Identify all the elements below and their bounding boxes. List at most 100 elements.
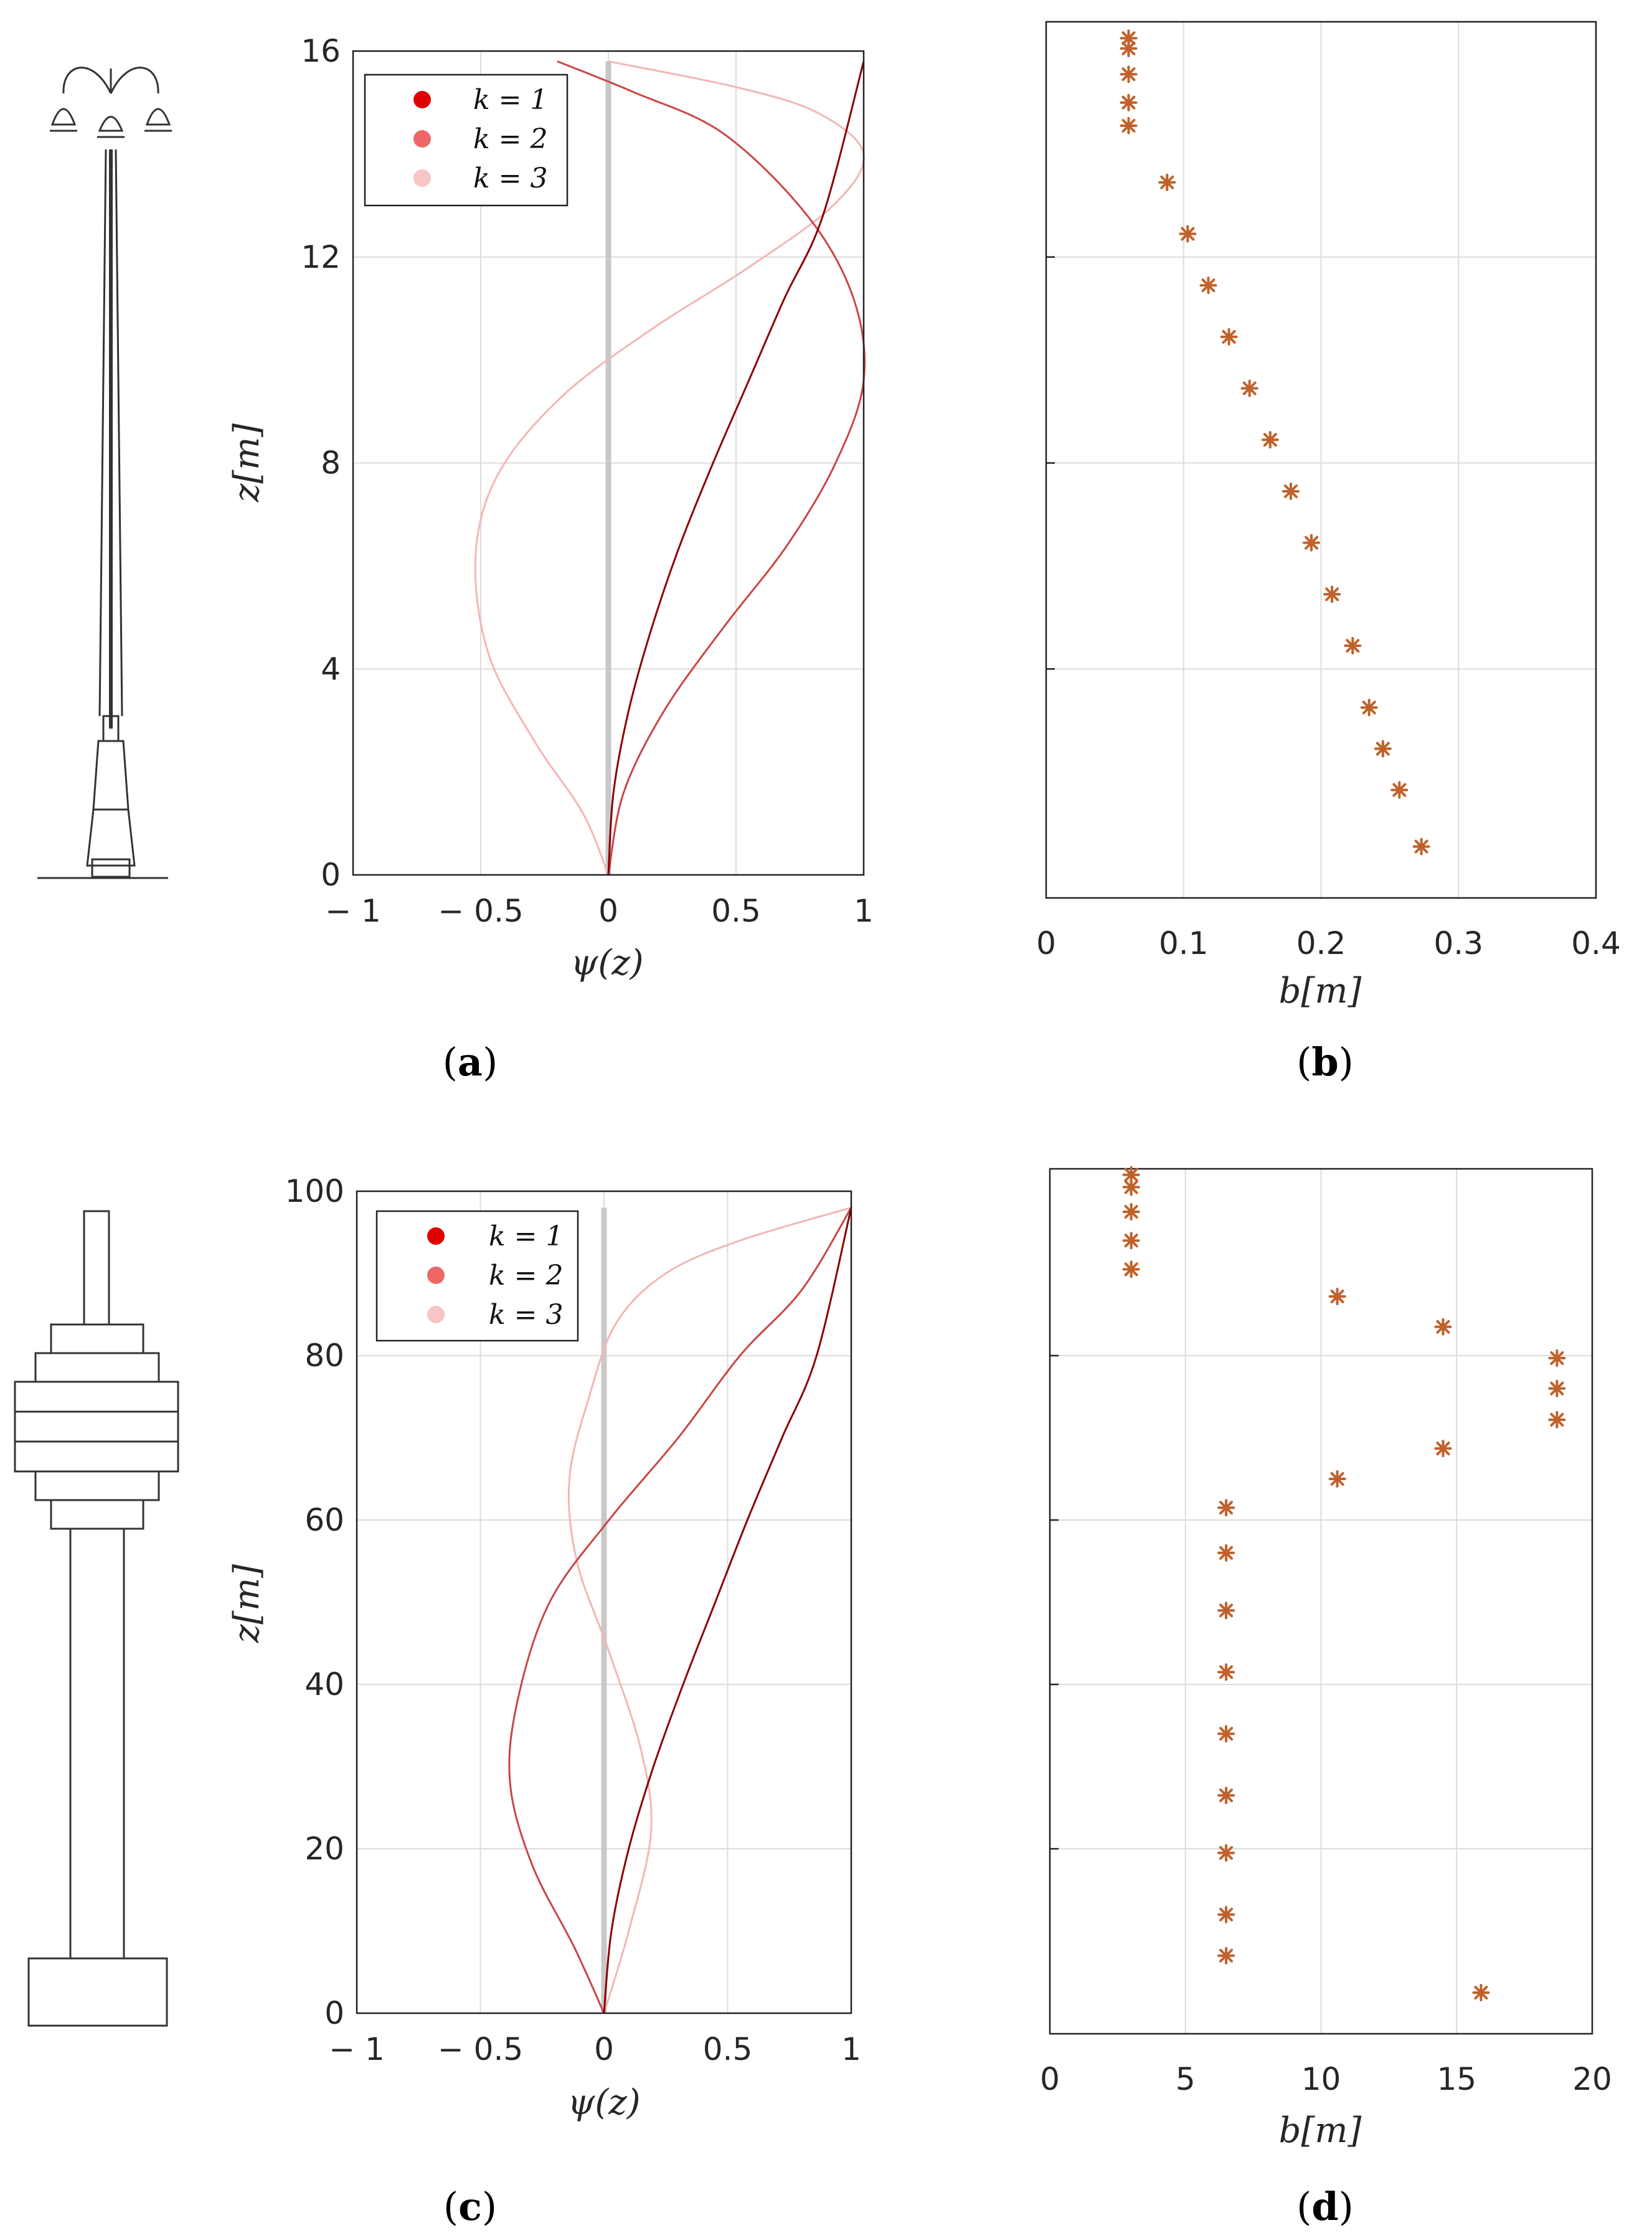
- panel-d-marker-stroke: [1124, 1168, 1138, 1182]
- panel-d-markers: [1122, 1166, 1566, 2001]
- panel-d-marker: [1217, 1602, 1235, 1620]
- panel-label-c-letter: c: [458, 2184, 482, 2229]
- panel-b-xtick-label: 0.4: [1571, 925, 1621, 961]
- panel-c-legend-marker-1: [427, 1227, 445, 1245]
- tv-tower-drawing: [14, 1210, 179, 2027]
- panel-d-marker-stroke: [1474, 1986, 1488, 2000]
- panel-d-marker-stroke: [1219, 1907, 1234, 1922]
- panel-b-marker-stroke: [1121, 118, 1136, 133]
- panel-label-b: (b): [1296, 1039, 1354, 1085]
- panel-d-marker: [1548, 1410, 1566, 1428]
- panel-b-marker-stroke: [1181, 227, 1195, 241]
- panel-a-xtick-label: − 0.5: [438, 893, 523, 929]
- panel-d-marker-stroke: [1550, 1351, 1564, 1365]
- panel-d-frame: [1049, 1168, 1593, 2035]
- panel-b-xlabel: b[m]: [1279, 971, 1362, 1011]
- panel-b-marker-stroke: [1376, 742, 1390, 756]
- panel-a-xtick-label: 1: [854, 893, 874, 929]
- panel-a-ylabel: z[m]: [227, 423, 267, 503]
- panel-b-marker-stroke: [1392, 783, 1407, 797]
- panel-d-xtick-label: 5: [1176, 2061, 1196, 2097]
- panel-c-legend: k = 1 k = 2 k = 3: [375, 1210, 579, 1342]
- panel-d-xtick-label: 20: [1572, 2061, 1612, 2097]
- chart-panel-a: − 1 − 0.5 0 0.5 1 0 4 8 12 16 ψ(z) z[m] k = 1 k =…: [227, 33, 874, 983]
- panel-b-marker: [1323, 585, 1341, 603]
- panel-b-marker: [1179, 225, 1197, 243]
- panel-b-marker-stroke: [1346, 639, 1360, 653]
- panel-c-ytick-label: 20: [304, 1831, 344, 1867]
- panel-c-legend-label-1: k = 1: [489, 1221, 564, 1252]
- panel-d-marker-stroke: [1436, 1320, 1450, 1334]
- panel-label-c-open: (: [443, 2184, 458, 2229]
- panel-c-legend-marker-3: [427, 1306, 445, 1323]
- panel-b-xtick-label: 0.3: [1433, 925, 1483, 961]
- panel-label-d-close: ): [1339, 2184, 1354, 2229]
- panel-d-marker-stroke: [1436, 1442, 1450, 1456]
- panel-d-marker-stroke: [1330, 1289, 1344, 1303]
- panel-d-marker: [1217, 1844, 1235, 1862]
- panel-a-ytick-label: 0: [321, 857, 341, 893]
- panel-a-ticks: − 1 − 0.5 0 0.5 1 0 4 8 12 16: [301, 33, 874, 929]
- panel-b-marker-stroke: [1222, 329, 1236, 344]
- panel-b-marker: [1120, 39, 1138, 57]
- panel-a-legend-label-1: k = 1: [473, 84, 548, 116]
- panel-label-a: (a): [443, 1039, 498, 1085]
- panel-b-marker: [1303, 534, 1321, 552]
- panel-b-marker-stroke: [1201, 278, 1215, 293]
- panel-d-marker: [1122, 1203, 1140, 1221]
- panel-d-marker-stroke: [1550, 1412, 1564, 1427]
- panel-d-marker: [1217, 1499, 1235, 1517]
- panel-b-marker-stroke: [1414, 839, 1428, 854]
- panel-d-marker: [1434, 1318, 1452, 1336]
- panel-d-grid: [1050, 1169, 1592, 2034]
- panel-b-marker: [1390, 781, 1409, 799]
- panel-c-xtick-label: 0: [594, 2031, 614, 2067]
- panel-b-marker-stroke: [1121, 95, 1136, 110]
- panel-b-marker-stroke: [1362, 701, 1376, 715]
- panel-b-marker-stroke: [1121, 41, 1136, 55]
- panel-a-legend-marker-3: [413, 169, 431, 187]
- panel-c-ytick-label: 0: [324, 1995, 344, 2031]
- panel-b-marker-stroke: [1160, 175, 1174, 189]
- panel-b-frame: [1045, 21, 1597, 899]
- panel-d-marker-stroke: [1330, 1472, 1344, 1486]
- panel-d-marker: [1548, 1379, 1566, 1397]
- panel-c-ylabel: z[m]: [227, 1564, 267, 1643]
- panel-a-legend: k = 1 k = 2 k = 3: [364, 73, 569, 207]
- panel-b-markers: [1120, 29, 1430, 856]
- panel-a-ytick-label: 4: [321, 651, 341, 687]
- panel-d-xtick-label: 15: [1437, 2061, 1476, 2097]
- panel-a-lines: [474, 60, 866, 876]
- panel-a-series-k2: [557, 60, 866, 876]
- panel-d-marker: [1122, 1232, 1140, 1250]
- panel-d-marker-stroke: [1219, 1665, 1234, 1679]
- panel-b-marker-stroke: [1121, 31, 1136, 45]
- panel-b-marker: [1344, 637, 1362, 655]
- panel-b-marker: [1199, 276, 1217, 295]
- panel-d-xtick-label: 0: [1040, 2061, 1060, 2097]
- panel-b-xtick-label: 0.2: [1296, 925, 1346, 961]
- panel-b-marker-stroke: [1283, 484, 1298, 498]
- panel-d-marker: [1217, 1725, 1235, 1743]
- panel-b-marker: [1120, 116, 1138, 135]
- panel-a-series-k3: [474, 60, 865, 876]
- panel-b-marker-stroke: [1305, 536, 1319, 550]
- panel-b-marker: [1412, 838, 1430, 856]
- panel-a-ytick-label: 12: [301, 239, 341, 275]
- panel-label-b-open: (: [1296, 1039, 1311, 1085]
- panel-d-marker: [1328, 1287, 1346, 1305]
- panel-c-series-k1: [603, 1207, 852, 2014]
- chart-panel-b: 0 0.1 0.2 0.3 0.4 b[m]: [1036, 21, 1621, 1011]
- panel-label-a-letter: a: [458, 1039, 483, 1085]
- panel-b-marker: [1281, 482, 1300, 500]
- panel-c-ytick-label: 100: [285, 1173, 344, 1209]
- panel-c-legend-label-3: k = 3: [489, 1299, 564, 1331]
- panel-c-xlabel: ψ(z): [567, 2082, 640, 2123]
- panel-c-xtick-label: − 1: [329, 2031, 385, 2067]
- panel-d-marker-stroke: [1124, 1180, 1138, 1194]
- panel-d-marker: [1217, 1905, 1235, 1924]
- panel-b-xtick-label: 0: [1036, 925, 1056, 961]
- panel-c-legend-label-2: k = 2: [489, 1260, 564, 1291]
- panel-b-marker: [1374, 740, 1392, 758]
